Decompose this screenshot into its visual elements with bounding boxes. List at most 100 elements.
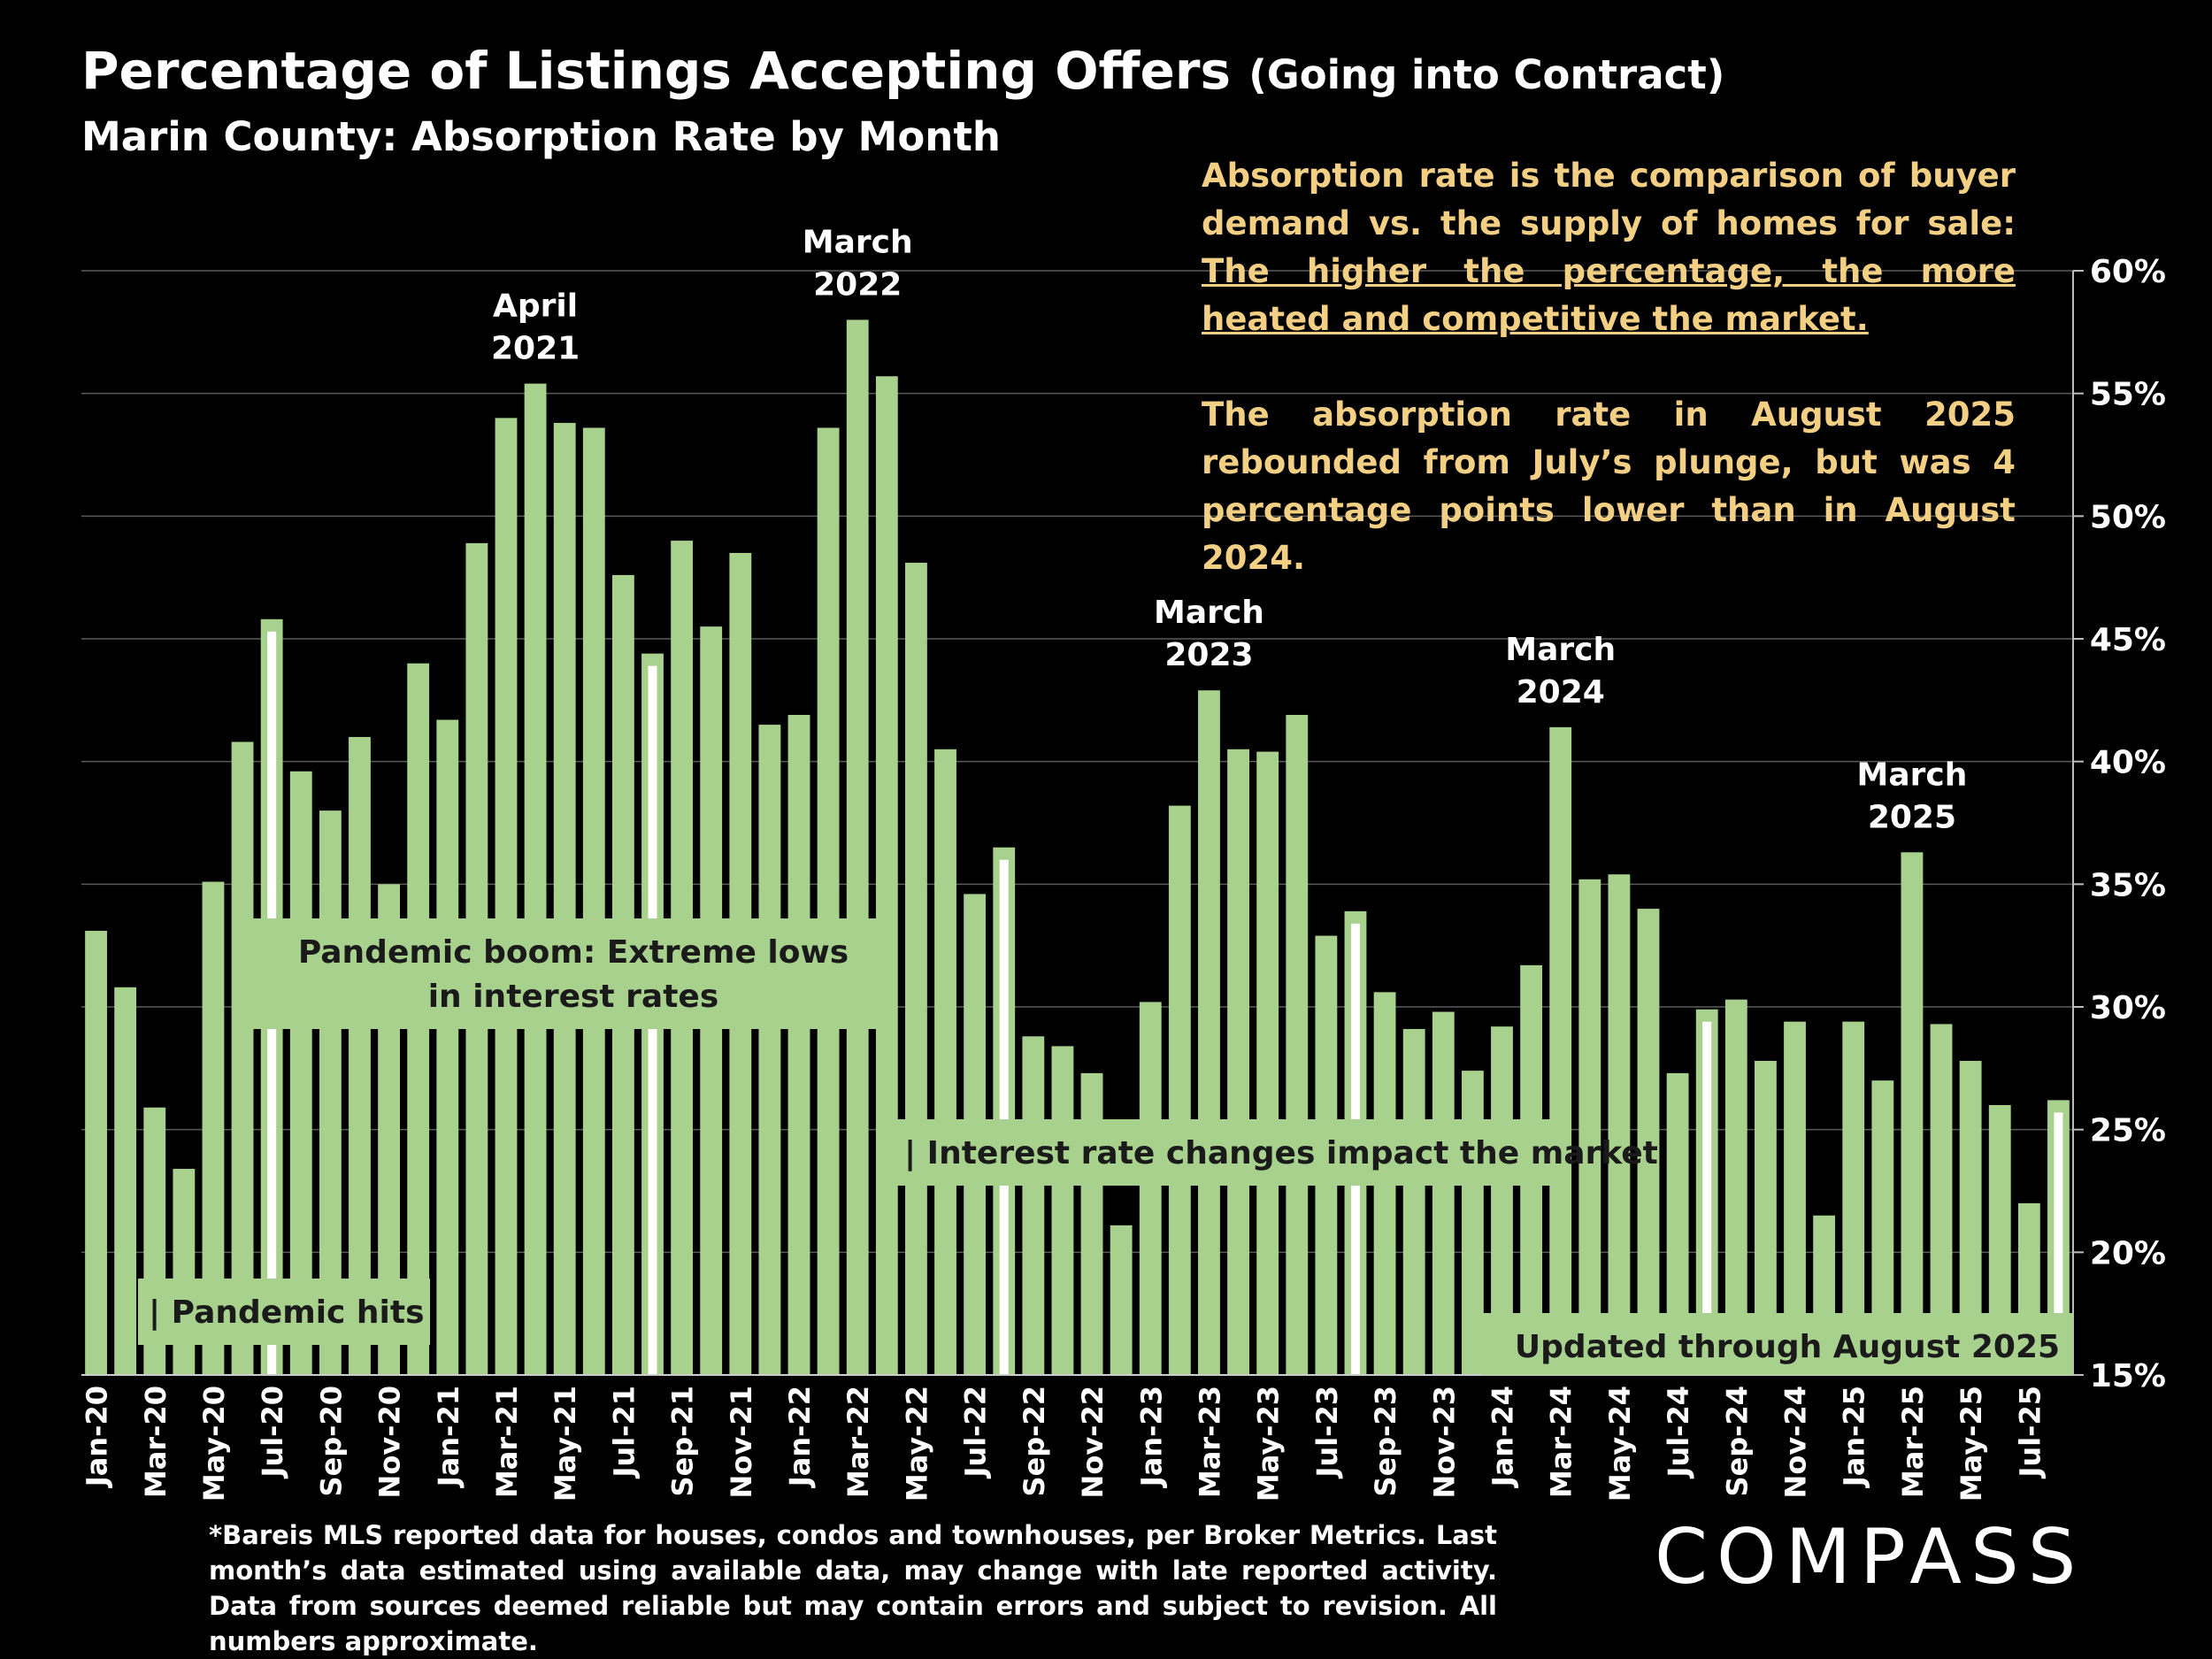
callout-box (1482, 1313, 2073, 1375)
x-tick-label: Mar-21 (490, 1386, 524, 1498)
x-tick-label: Nov-23 (1427, 1386, 1461, 1498)
bar-apr-22 (875, 376, 898, 1376)
x-tick-label: Jul-22 (959, 1386, 993, 1479)
bar-highlight-stripe (1702, 1021, 1712, 1375)
bar-dec-22 (1110, 1225, 1133, 1375)
x-tick-label: Jan-25 (1838, 1386, 1871, 1488)
x-tick-label: Mar-20 (139, 1386, 173, 1498)
bar-may-23 (1256, 751, 1279, 1375)
y-tick-label: 60% (2090, 254, 2166, 290)
x-tick-label: Jan-20 (81, 1386, 114, 1488)
bar-jun-23 (1286, 714, 1309, 1375)
bar-apr-21 (524, 383, 547, 1375)
bar-oct-20 (349, 736, 371, 1375)
bar-jan-23 (1139, 1002, 1162, 1375)
bar-mar-21 (495, 418, 518, 1375)
x-tick-label: May-20 (197, 1386, 231, 1502)
x-tick-label: Sep-23 (1369, 1386, 1402, 1496)
y-tick-label: 30% (2090, 990, 2166, 1026)
bar-mar-23 (1198, 690, 1220, 1375)
peak-annotation: March (1505, 632, 1616, 668)
note-paragraph-2: The absorption rate in August 2025 rebou… (1202, 396, 2016, 577)
callout-text: in interest rates (428, 979, 719, 1015)
bar-highlight-stripe (999, 859, 1009, 1375)
y-tick-label: 45% (2090, 622, 2166, 658)
y-tick-label: 25% (2090, 1113, 2166, 1149)
peak-annotation: March (1857, 757, 1968, 793)
bar-highlight-stripe (2054, 1112, 2063, 1375)
peak-annotation: 2024 (1517, 674, 1605, 710)
callout-box (233, 918, 896, 1029)
x-tick-label: Mar-22 (841, 1386, 875, 1498)
bar-sep-24 (1724, 999, 1747, 1375)
bar-jan-22 (787, 714, 810, 1375)
x-tick-label: Jul-23 (1310, 1386, 1344, 1479)
note-underlined-text: The higher the percentage, the more heat… (1202, 252, 2016, 338)
x-tick-label: May-25 (1955, 1386, 1988, 1502)
bar-jun-21 (582, 427, 605, 1375)
bar-mar-25 (1901, 852, 1924, 1375)
callout-text: Updated through August 2025 (1515, 1329, 2060, 1365)
y-tick-label: 35% (2090, 867, 2166, 903)
x-tick-label: Jan-24 (1486, 1386, 1519, 1488)
chart-title: Percentage of Listings Accepting Offers … (81, 41, 1725, 101)
callout-text: | Pandemic hits (149, 1294, 425, 1331)
x-tick-label: Nov-22 (1076, 1386, 1110, 1498)
bar-sep-22 (1022, 1036, 1045, 1375)
peak-annotation: 2023 (1164, 637, 1253, 673)
y-tick-label: 15% (2090, 1358, 2166, 1394)
chart-title-suffix: (Going into Contract) (1248, 51, 1725, 98)
peak-annotation: March (1154, 595, 1264, 631)
y-tick-label: 40% (2090, 745, 2166, 781)
explanation-note: Absorption rate is the comparison of buy… (1202, 152, 2016, 630)
callout-text: | Interest rate changes impact the marke… (904, 1135, 1658, 1171)
callout-box (138, 1279, 430, 1345)
x-tick-label: Mar-24 (1545, 1386, 1578, 1498)
x-tick-label: Jul-20 (256, 1386, 289, 1479)
x-tick-label: Sep-20 (314, 1386, 348, 1496)
x-tick-label: Nov-21 (725, 1386, 758, 1498)
x-tick-label: Jan-21 (432, 1386, 465, 1488)
compass-logo: COMPASS (1655, 1513, 2085, 1601)
bar-nov-22 (1080, 1072, 1103, 1375)
bar-oct-23 (1402, 1028, 1425, 1375)
x-tick-label: May-21 (549, 1386, 582, 1502)
bar-jan-21 (436, 719, 459, 1375)
bar-apr-23 (1227, 749, 1249, 1375)
x-tick-label: Sep-22 (1018, 1386, 1051, 1496)
bar-aug-20 (289, 771, 312, 1375)
bar-feb-22 (817, 427, 840, 1375)
bar-feb-23 (1168, 805, 1191, 1375)
bar-may-21 (553, 422, 576, 1375)
bar-dec-21 (758, 725, 781, 1375)
footnote: *Bareis MLS reported data for houses, co… (209, 1520, 1497, 1656)
x-tick-label: May-24 (1603, 1386, 1637, 1502)
bar-dec-23 (1461, 1071, 1484, 1375)
x-tick-label: May-22 (900, 1386, 933, 1502)
x-tick-label: Sep-24 (1720, 1386, 1754, 1496)
note-plain-text: Absorption rate is the comparison of buy… (1202, 157, 2016, 242)
x-tick-label: Sep-21 (666, 1386, 700, 1496)
bar-apr-24 (1578, 879, 1601, 1375)
callout-text: Pandemic boom: Extreme lows (298, 934, 849, 971)
x-tick-label: Mar-25 (1896, 1386, 1930, 1498)
bar-jun-22 (934, 749, 956, 1375)
y-tick-label: 20% (2090, 1235, 2166, 1271)
bar-jan-20 (85, 931, 107, 1375)
peak-annotation: 2022 (813, 266, 902, 303)
bar-jun-20 (231, 741, 254, 1375)
chart-subtitle: Marin County: Absorption Rate by Month (81, 113, 1001, 160)
peak-annotation: 2021 (491, 331, 580, 367)
bar-feb-20 (114, 987, 137, 1375)
bar-oct-22 (1051, 1046, 1074, 1375)
x-tick-label: Jul-21 (607, 1386, 641, 1479)
bar-may-24 (1608, 874, 1631, 1375)
x-tick-label: Nov-24 (1779, 1386, 1813, 1498)
y-tick-label: 55% (2090, 377, 2166, 413)
peak-annotation: 2025 (1868, 799, 1956, 835)
bar-may-22 (905, 563, 927, 1375)
bar-mar-22 (846, 319, 869, 1375)
bar-nov-23 (1432, 1011, 1455, 1375)
x-tick-label: Nov-20 (373, 1386, 407, 1498)
